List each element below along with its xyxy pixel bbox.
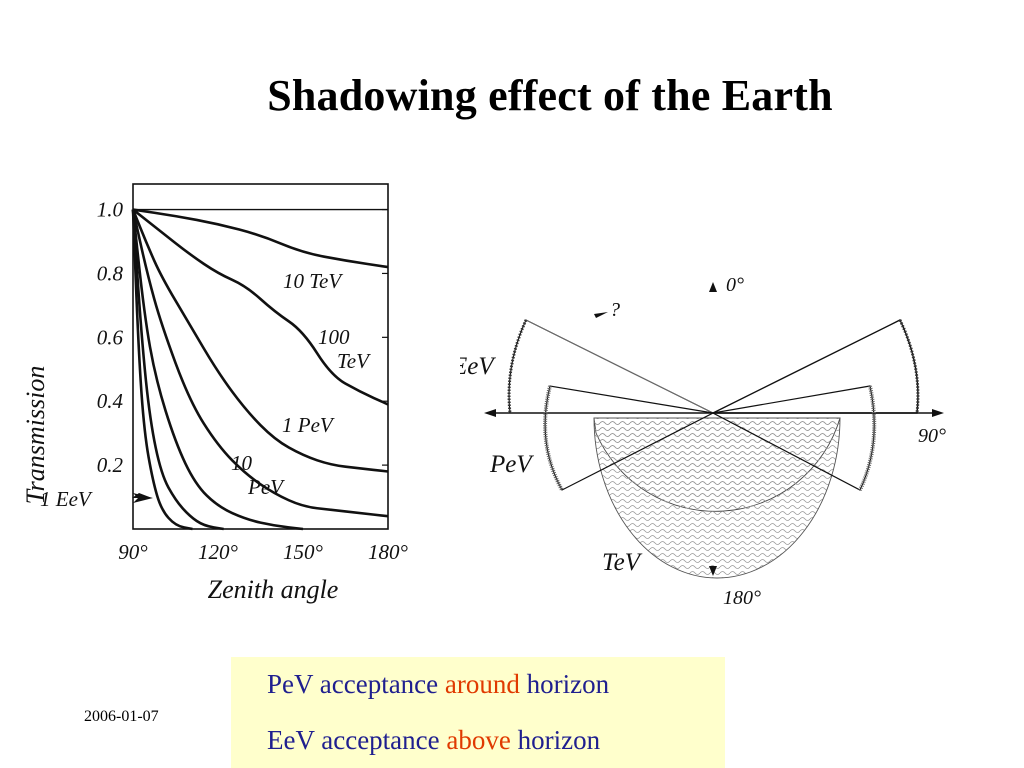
direction-right-label: 90° xyxy=(918,425,946,447)
tev-region-label: TeV xyxy=(602,549,643,576)
x-axis-label: Zenith angle xyxy=(208,575,339,604)
x-tick-label: 90° xyxy=(118,540,148,564)
arrow-up-icon xyxy=(709,282,717,292)
note-line-eev-pre: EeV acceptance xyxy=(267,725,447,755)
x-tick-label: 120° xyxy=(198,540,239,564)
direction-top-label: 0° xyxy=(726,274,744,296)
y-tick-label: 0.2 xyxy=(97,453,124,477)
pev-cone-right-edge xyxy=(858,385,877,491)
series-line-4 xyxy=(131,209,389,518)
eev-cone-right xyxy=(712,319,919,414)
eev-region-label: EeV xyxy=(460,353,496,380)
x-tick-label: 180° xyxy=(368,540,409,564)
note-line-pev-post: horizon xyxy=(519,669,610,699)
direction-unknown-label: ? xyxy=(610,299,620,321)
arrow-down-icon xyxy=(709,566,717,576)
question-arrow-icon xyxy=(594,312,608,318)
y-tick-group: 1.0 0.8 0.6 0.4 0.2 xyxy=(97,198,388,477)
direction-bottom-label: 180° xyxy=(723,587,761,609)
y-tick-label: 0.6 xyxy=(97,325,124,349)
y-tick-label: 0.4 xyxy=(97,389,124,413)
eev-cone-left xyxy=(508,319,714,414)
curve-label-100-tev: TeV xyxy=(337,349,371,373)
curve-label-10tev: 10 TeV xyxy=(283,269,343,293)
series-group xyxy=(131,208,389,531)
note-line-pev-highlight: around xyxy=(444,669,520,699)
note-line-eev: EeV acceptance above horizon xyxy=(267,725,600,756)
note-line-pev-pre: PeV acceptance xyxy=(267,669,445,699)
arrow-right-icon xyxy=(932,409,944,417)
y-tick-label: 1.0 xyxy=(97,198,124,222)
slide-title: Shadowing effect of the Earth xyxy=(267,71,833,120)
eev-cone-right-edge xyxy=(898,319,920,414)
plot-frame xyxy=(132,183,389,530)
eev-cone-left-edge xyxy=(507,319,528,414)
summary-note-box: PeV acceptance around horizon EeV accept… xyxy=(231,657,725,768)
acceptance-diagram: 0° 90° 180° ? EeV PeV TeV xyxy=(460,274,946,609)
pev-cone-left-edge xyxy=(543,385,564,491)
x-tick-group: 90° 120° 150° 180° xyxy=(118,540,408,564)
y-tick-label: 0.8 xyxy=(97,261,124,285)
note-line-eev-post: horizon xyxy=(510,725,601,755)
arrow-left-icon xyxy=(484,409,496,417)
curve-label-10-pev: PeV xyxy=(247,475,285,499)
series-line-3 xyxy=(131,209,389,473)
note-line-eev-highlight: above xyxy=(446,725,511,755)
series-line-1 xyxy=(132,208,389,269)
transmission-chart: 1.0 0.8 0.6 0.4 0.2 90° 120° 150° 180° Transmis… xyxy=(21,183,409,604)
note-line-pev: PeV acceptance around horizon xyxy=(267,669,609,700)
curve-label-10: 10 xyxy=(231,451,253,475)
slide-date: 2006-01-07 xyxy=(84,708,159,725)
eev-arrowhead xyxy=(133,493,153,503)
series-line-7 xyxy=(131,209,193,531)
y-axis-label: Transmission xyxy=(21,366,50,505)
pev-region-label: PeV xyxy=(489,451,534,478)
x-tick-label: 150° xyxy=(283,540,324,564)
series-line-6 xyxy=(131,209,224,531)
eev-dashed-ray xyxy=(525,319,714,414)
curve-label-1pev: 1 PeV xyxy=(282,413,335,437)
series-line-2 xyxy=(132,208,389,406)
curve-label-1eev: 1 EeV xyxy=(40,487,93,511)
curve-label-100: 100 xyxy=(318,325,350,349)
series-line-5 xyxy=(131,209,304,531)
earth-cap xyxy=(593,417,841,579)
